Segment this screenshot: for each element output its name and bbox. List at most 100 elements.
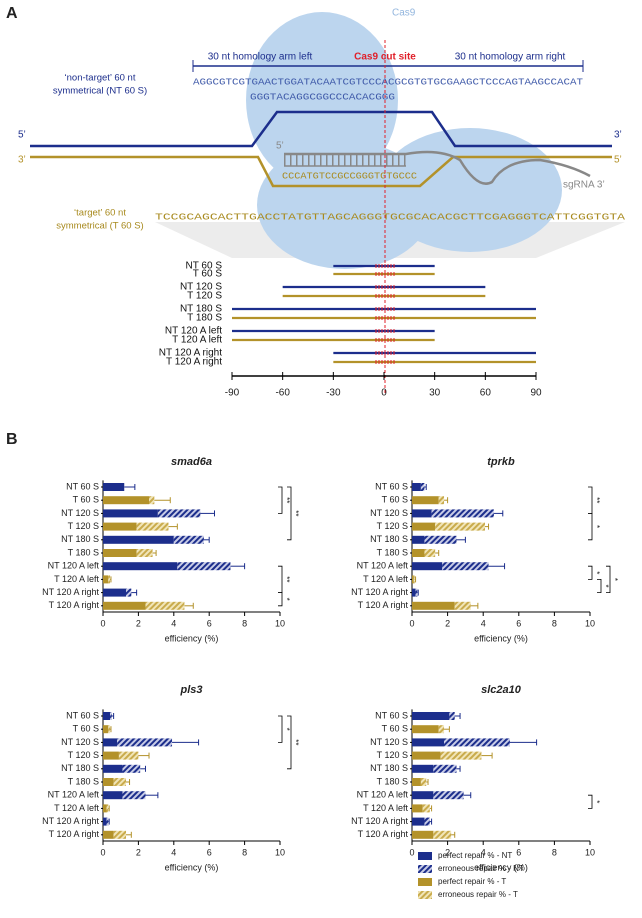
bar-segment (412, 751, 441, 760)
bar-segment (412, 804, 423, 813)
x-tick-label: 0 (409, 618, 414, 628)
significance-label: * (592, 571, 601, 574)
nt-label: symmetrical (NT 60 S) (53, 86, 147, 97)
bar-segment (177, 562, 231, 571)
x-tick-label: 6 (207, 847, 212, 857)
panel-label: B (6, 431, 18, 448)
significance-bracket (588, 486, 593, 514)
bar-segment (412, 509, 432, 518)
construct-label: T 60 S (193, 269, 223, 280)
y-tick-label: NT 120 S (61, 508, 99, 518)
bar-segment (415, 588, 418, 597)
bar-segment (103, 588, 127, 597)
y-tick-label: NT 180 S (370, 763, 408, 773)
bar-segment (442, 562, 489, 571)
bar-segment (122, 764, 141, 773)
bar-segment (412, 712, 450, 720)
construct-label: T 120 S (187, 291, 222, 302)
chart-title: tprkb (487, 456, 515, 468)
bar-segment (449, 712, 455, 720)
y-tick-label: T 120 A right (49, 829, 100, 839)
arm-right: 30 nt homology arm right (455, 52, 566, 63)
construct-label: NT 60 S (186, 261, 223, 272)
x-tick-label: 6 (207, 618, 212, 628)
y-tick-label: NT 180 S (370, 534, 408, 544)
significance-bracket (606, 565, 611, 593)
bar-segment (412, 535, 425, 544)
bar-segment (412, 738, 445, 747)
significance-label: ** (291, 510, 300, 516)
bar-segment (149, 496, 155, 505)
nt-sequence: AGGCGTCGTGAACTGGATACAATCGTCCCACGCGTGTGCG… (193, 77, 584, 87)
bar-segment (412, 496, 439, 505)
x-tick-label: 60 (480, 388, 492, 399)
x-tick-label: 4 (171, 847, 176, 857)
legend-label: perfect repair % - NT (438, 851, 512, 860)
bar-segment (113, 830, 127, 839)
legend-swatch (418, 865, 432, 873)
significance-label: ** (592, 497, 601, 503)
significance-bracket (278, 565, 283, 593)
arm-left: 30 nt homology arm left (208, 52, 313, 63)
significance-label: * (282, 728, 291, 731)
y-tick-label: NT 120 A right (42, 587, 99, 597)
x-tick-label: 2 (445, 847, 450, 857)
bar-segment (108, 575, 111, 584)
y-tick-label: T 120 A left (363, 803, 408, 813)
bar-segment (444, 738, 510, 747)
x-tick-label: 6 (516, 618, 521, 628)
significance-label: ** (282, 576, 291, 582)
bar-segment (433, 830, 452, 839)
significance-bracket (588, 794, 593, 809)
x-tick-label: 10 (585, 847, 595, 857)
bar-segment (412, 588, 416, 597)
bar-segment (433, 764, 457, 773)
bar-segment (103, 751, 119, 760)
legend-swatch (418, 878, 432, 886)
y-tick-label: T 180 S (68, 547, 99, 557)
bar-segment (103, 562, 178, 571)
y-tick-label: NT 120 A left (48, 561, 100, 571)
bar-segment (420, 483, 425, 491)
x-tick-label: 10 (275, 847, 285, 857)
bar-segment (103, 778, 114, 786)
y-tick-label: T 60 S (382, 724, 408, 734)
x-tick-label: 30 (429, 388, 441, 399)
y-tick-label: T 180 S (68, 776, 99, 786)
y-tick-label: T 120 S (377, 750, 408, 760)
legend-swatch (418, 891, 432, 899)
y-tick-label: T 120 A left (54, 574, 99, 584)
sgrna-path (284, 150, 591, 185)
bar-segment (103, 712, 111, 720)
x-tick-label: 0 (381, 388, 387, 399)
significance-bracket (597, 579, 602, 593)
bar-segment (103, 601, 146, 610)
bar-segment (412, 522, 436, 531)
chart-title: slc2a10 (481, 684, 522, 696)
strand-end: 5’ (614, 155, 622, 166)
y-tick-label: NT 180 S (61, 534, 99, 544)
bar-segment (103, 509, 158, 518)
bar-segment (433, 791, 464, 800)
legend-label: erroneous repair % - T (438, 890, 518, 899)
y-tick-label: NT 120 A left (357, 561, 409, 571)
bar-segment (412, 601, 455, 610)
y-tick-label: NT 120 A right (351, 816, 408, 826)
x-tick-label: 90 (530, 388, 542, 399)
bar-segment (103, 738, 118, 747)
strand-end: 5’ (18, 130, 26, 141)
bar-segment (157, 509, 201, 518)
y-tick-label: NT 120 A left (357, 790, 409, 800)
bar-segment (422, 804, 430, 813)
bar-segment (136, 549, 153, 557)
x-tick-label: 4 (171, 618, 176, 628)
x-tick-label: 0 (409, 847, 414, 857)
bar-segment (110, 712, 112, 720)
strand-end: 3’ (614, 130, 622, 141)
bar-segment (122, 791, 146, 800)
legend-swatch (418, 852, 432, 860)
chart-title: smad6a (171, 456, 212, 468)
x-tick-label: 8 (552, 847, 557, 857)
y-tick-label: T 120 S (377, 521, 408, 531)
